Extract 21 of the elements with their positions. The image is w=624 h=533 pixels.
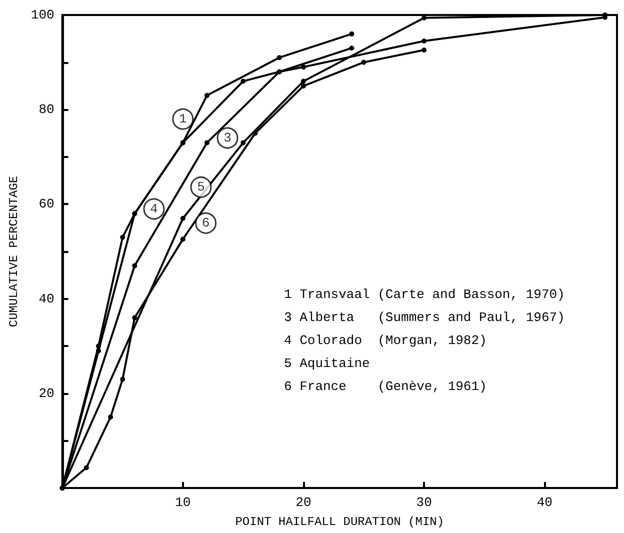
x-tick-label: 30: [416, 495, 432, 510]
x-tick-label: 10: [175, 495, 191, 510]
y-tick-label: 60: [38, 196, 54, 212]
x-tick-label: 40: [536, 495, 552, 510]
annotation: 5 Aquitaine: [284, 356, 370, 371]
y-tick-label: 20: [38, 386, 54, 401]
annotation: 3: [224, 130, 232, 146]
annotation: 6 France (Genève, 1961): [284, 379, 487, 394]
y-axis-title: CUMULATIVE PERCENTAGE: [7, 176, 21, 328]
y-tick-label: 80: [38, 102, 54, 118]
annotation: 1: [178, 112, 187, 127]
x-tick-label: 20: [296, 495, 312, 510]
annotation: 6: [202, 216, 210, 231]
annotation: 5: [197, 180, 205, 195]
annotation: 3 Alberta (Summers and Paul, 1967): [284, 310, 565, 325]
annotation: 1 Transvaal (Carte and Basson, 1970): [284, 287, 565, 302]
annotation: 4: [150, 201, 158, 216]
y-tick-label: 100: [30, 8, 54, 22]
annotation: 4 Colorado (Morgan, 1982): [284, 333, 487, 348]
x-axis-title: POINT HAILFALL DURATION (MIN): [235, 515, 444, 529]
y-tick-label: 40: [38, 291, 54, 306]
